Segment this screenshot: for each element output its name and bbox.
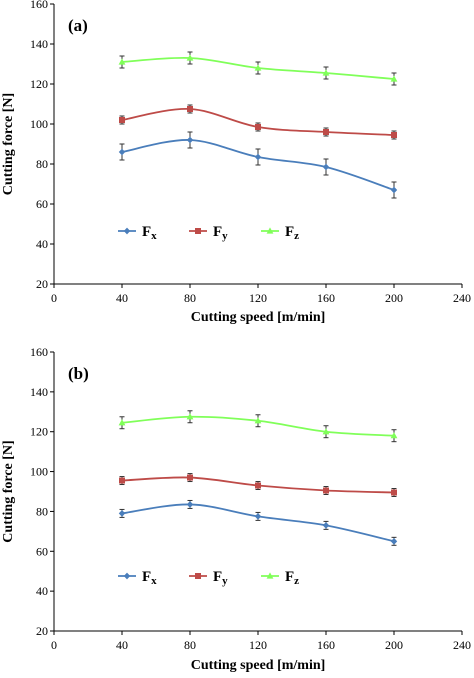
- data-point: [390, 75, 398, 82]
- series-line: [121, 503, 395, 543]
- data-point: [322, 428, 330, 435]
- data-point: [254, 513, 262, 520]
- legend-marker: [266, 227, 274, 234]
- data-point: [118, 510, 126, 517]
- data-point: [118, 419, 126, 426]
- y-tick-label: 120: [30, 425, 48, 439]
- data-point: [390, 537, 398, 545]
- data-point: [391, 132, 397, 138]
- data-point: [322, 69, 330, 76]
- x-axis-label: Cutting speed [m/min]: [191, 310, 326, 325]
- y-axis-label: Cutting force [N]: [1, 440, 16, 542]
- legend-marker: [266, 572, 274, 579]
- x-tick-label: 40: [116, 638, 128, 652]
- data-point: [119, 477, 125, 484]
- x-tick-label: 120: [249, 638, 267, 652]
- panel-label: (a): [68, 16, 88, 35]
- x-tick-label: 240: [453, 291, 471, 305]
- legend-label: Fz: [285, 569, 299, 587]
- data-point: [254, 64, 262, 71]
- y-tick-label: 100: [30, 117, 48, 131]
- data-point: [187, 106, 193, 112]
- data-point: [322, 521, 330, 529]
- chart-panel-b: 20 40 60 80 100 120 140 160 0 40 80 120 160 200 240 Cut…: [1, 345, 471, 673]
- y-tick-label: 20: [36, 624, 48, 638]
- y-tick-label: 160: [30, 345, 48, 359]
- data-point: [254, 417, 262, 424]
- data-point: [391, 489, 397, 496]
- y-tick-label: 100: [30, 465, 48, 479]
- data-point: [390, 186, 398, 194]
- legend-label: Fx: [142, 569, 157, 587]
- y-tick-label: 160: [30, 0, 48, 11]
- y-tick-label: 140: [30, 385, 48, 399]
- legend-label: Fx: [142, 224, 157, 242]
- data-point: [186, 54, 194, 61]
- legend-item-fz: Fz: [261, 569, 299, 587]
- series-fx: [118, 499, 398, 546]
- legend-label: Fy: [213, 569, 228, 587]
- y-tick-label: 120: [30, 77, 48, 91]
- x-tick-label: 160: [317, 291, 335, 305]
- data-point: [187, 474, 193, 481]
- panel-label: (b): [68, 364, 89, 383]
- y-axis-label: Cutting force [N]: [1, 93, 16, 195]
- y-tick-label: 60: [36, 544, 48, 558]
- legend-marker: [195, 573, 201, 579]
- legend-marker: [123, 227, 131, 235]
- series-fy: [119, 473, 397, 497]
- x-tick-label: 0: [51, 638, 57, 652]
- data-point: [186, 501, 194, 508]
- legend-label: Fy: [213, 224, 228, 242]
- data-point: [186, 413, 194, 420]
- legend-marker: [123, 572, 131, 580]
- series-fy: [119, 104, 397, 140]
- y-tick-label: 80: [36, 157, 48, 171]
- legend-item-fx: Fx: [118, 224, 157, 242]
- x-tick-label: 240: [453, 638, 471, 652]
- series-fz: [118, 410, 398, 443]
- series-fx: [118, 131, 398, 199]
- legend-label: Fz: [285, 224, 299, 242]
- data-point: [119, 117, 125, 123]
- legend-marker: [195, 228, 201, 234]
- x-tick-label: 80: [184, 638, 196, 652]
- y-tick-label: 80: [36, 504, 48, 518]
- data-point: [255, 124, 261, 130]
- data-point: [118, 58, 126, 65]
- legend-item-fy: Fy: [189, 224, 228, 242]
- x-tick-label: 160: [317, 638, 335, 652]
- x-tick-label: 0: [51, 291, 57, 305]
- data-point: [390, 432, 398, 439]
- x-tick-label: 40: [116, 291, 128, 305]
- x-tick-label: 200: [385, 291, 403, 305]
- x-axis-label: Cutting speed [m/min]: [191, 658, 326, 673]
- y-tick-label: 140: [30, 37, 48, 51]
- legend-item-fz: Fz: [261, 224, 299, 242]
- data-point: [322, 163, 330, 171]
- series-fz: [118, 51, 398, 86]
- x-tick-label: 120: [249, 291, 267, 305]
- y-tick-label: 20: [36, 277, 48, 291]
- data-point: [118, 148, 126, 156]
- legend-item-fy: Fy: [189, 569, 228, 587]
- data-point: [186, 136, 194, 144]
- x-tick-label: 200: [385, 638, 403, 652]
- y-tick-label: 40: [36, 237, 48, 251]
- chart-panel-a: 20 40 60 80 100 120 140 160 0 40 80 120 160 200 240 Cut…: [1, 0, 471, 325]
- y-tick-label: 60: [36, 197, 48, 211]
- y-tick-label: 40: [36, 584, 48, 598]
- data-point: [323, 487, 329, 494]
- data-point: [255, 482, 261, 489]
- x-tick-label: 80: [184, 291, 196, 305]
- legend-item-fx: Fx: [118, 569, 157, 587]
- data-point: [254, 153, 262, 161]
- data-point: [323, 129, 329, 135]
